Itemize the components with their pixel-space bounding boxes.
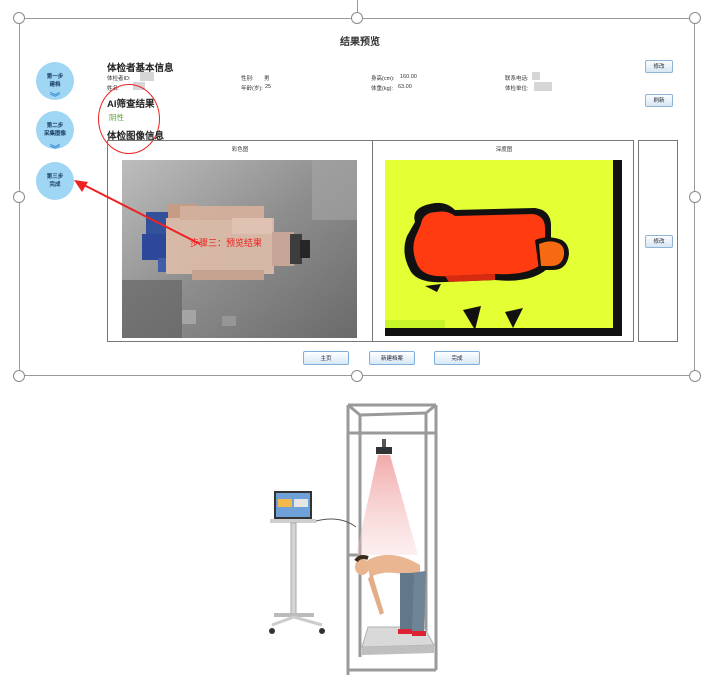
step-3-line2: 完成 <box>49 182 61 188</box>
phone-label: 联系电话: <box>505 76 529 82</box>
rotate-handle-line <box>357 0 358 12</box>
frame-handle-bl[interactable] <box>13 370 25 382</box>
color-image-caption: 彩色图 <box>231 147 249 153</box>
unit-value-blurred <box>534 82 552 91</box>
chevron-down-icon: ︾ <box>50 93 60 104</box>
step-2-line1: 第二步 <box>46 123 64 129</box>
image-panel-divider <box>372 140 373 342</box>
chevron-down-icon: ︾ <box>50 145 60 156</box>
image-info-heading: 体检图像信息 <box>107 131 165 142</box>
annotation-circle <box>98 84 160 154</box>
refresh-button[interactable]: 刷新 <box>645 94 673 107</box>
height-label: 身高(cm): <box>371 76 395 82</box>
frame-handle-mr[interactable] <box>689 191 701 203</box>
annotation-label: 步骤三：预览结果 <box>190 238 263 248</box>
step-2-line2: 采集图像 <box>43 131 66 137</box>
age-value: 25 <box>265 84 272 90</box>
annotation-arrow <box>74 180 201 245</box>
image-panel <box>107 140 634 342</box>
weight-label: 体重(kg): <box>371 86 394 92</box>
id-value-blurred <box>140 72 154 81</box>
step-2[interactable]: 第二步 采集图像 <box>36 111 74 149</box>
gender-label: 性别: <box>241 76 254 82</box>
page-title: 结果预览 <box>340 37 380 48</box>
scanning-rig-illustration <box>269 403 438 675</box>
frame-handle-bm[interactable] <box>351 370 363 382</box>
unit-label: 体检单位: <box>505 86 529 92</box>
color-image <box>122 160 357 338</box>
step-1[interactable]: 第一步 建档 <box>36 62 74 100</box>
step-1-line1: 第一步 <box>46 74 64 80</box>
basic-info-heading: 体检者基本信息 <box>107 63 174 74</box>
depth-image <box>385 160 622 336</box>
frame-handle-tl[interactable] <box>13 12 25 24</box>
image-side-panel <box>638 140 678 342</box>
age-label: 年龄(岁): <box>241 86 263 92</box>
done-button[interactable]: 完成 <box>434 351 480 365</box>
step-3[interactable]: 第三步 完成 <box>36 162 74 200</box>
id-label: 体检者ID: <box>107 76 131 82</box>
edit-info-button[interactable]: 修改 <box>645 60 673 73</box>
height-value: 160.00 <box>400 74 417 80</box>
frame-handle-tm[interactable] <box>351 12 363 24</box>
step-3-line1: 第三步 <box>46 174 64 180</box>
frame-handle-ml[interactable] <box>13 191 25 203</box>
step-1-line2: 建档 <box>49 82 61 88</box>
new-record-button[interactable]: 新建档案 <box>369 351 415 365</box>
gender-value: 男 <box>264 76 270 82</box>
weight-value: 63.00 <box>398 84 412 90</box>
phone-value-blurred <box>532 72 540 80</box>
depth-image-caption: 深度图 <box>495 147 513 153</box>
frame-handle-br[interactable] <box>689 370 701 382</box>
frame-handle-tr[interactable] <box>689 12 701 24</box>
edit-image-button[interactable]: 修改 <box>645 235 673 248</box>
home-button[interactable]: 主页 <box>303 351 349 365</box>
